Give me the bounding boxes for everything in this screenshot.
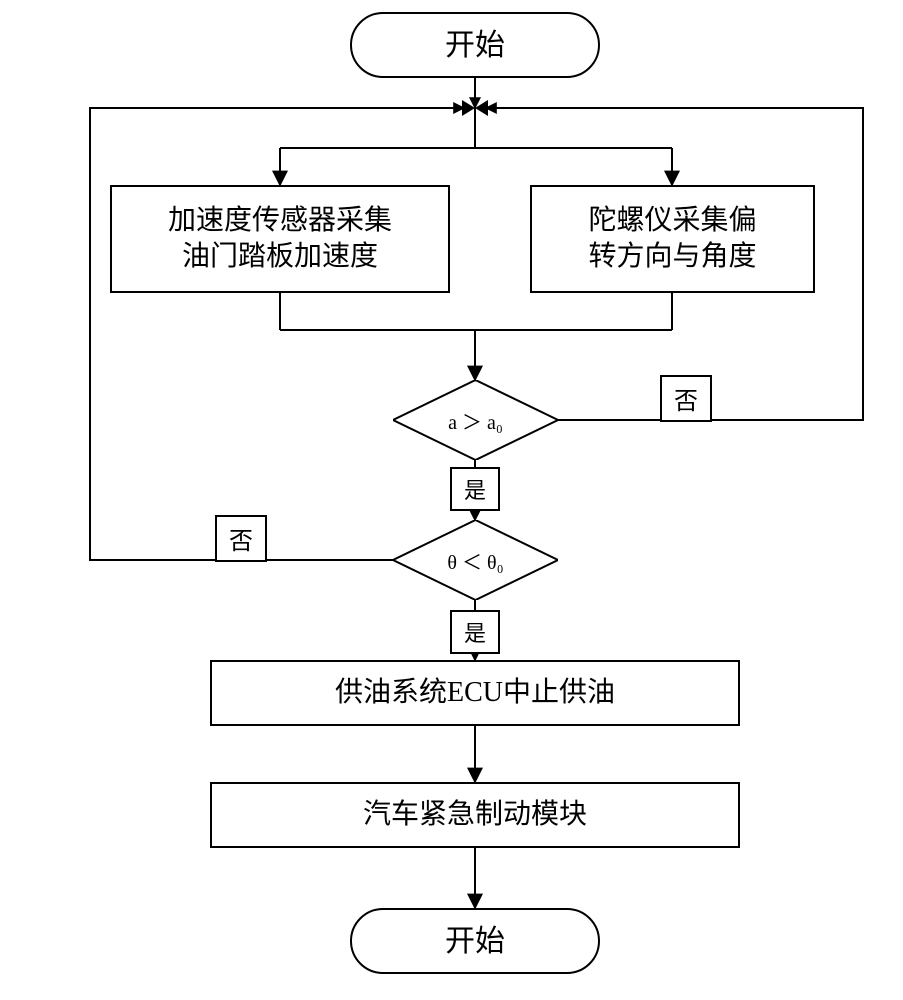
label-theta-no-text: 否	[229, 521, 253, 556]
flowchart-canvas: 开始 加速度传感器采集 油门踏板加速度 陀螺仪采集偏 转方向与角度 a ＞ a₀…	[0, 0, 903, 1000]
decision-theta-label: θ ＜ θ₀	[447, 546, 503, 575]
gyro-sensor-label: 陀螺仪采集偏 转方向与角度	[588, 203, 756, 276]
start-label: 开始	[445, 26, 505, 65]
label-a-yes-text: 是	[464, 473, 486, 505]
end-node: 开始	[350, 908, 600, 974]
label-theta-no: 否	[215, 515, 267, 562]
start-node: 开始	[350, 12, 600, 78]
accel-sensor-label: 加速度传感器采集 油门踏板加速度	[168, 203, 392, 276]
ecu-stop-label: 供油系统ECU中止供油	[335, 675, 615, 711]
label-a-no-text: 否	[674, 381, 698, 416]
decision-a-node: a ＞ a₀	[393, 380, 558, 460]
gyro-sensor-node: 陀螺仪采集偏 转方向与角度	[530, 185, 815, 293]
end-label: 开始	[445, 922, 505, 961]
decision-theta-node: θ ＜ θ₀	[393, 520, 558, 600]
accel-sensor-node: 加速度传感器采集 油门踏板加速度	[110, 185, 450, 293]
label-theta-yes-text: 是	[464, 616, 486, 648]
label-theta-yes: 是	[450, 610, 500, 654]
label-a-no: 否	[660, 375, 712, 422]
ecu-stop-node: 供油系统ECU中止供油	[210, 660, 740, 726]
brake-module-node: 汽车紧急制动模块	[210, 782, 740, 848]
label-a-yes: 是	[450, 467, 500, 511]
decision-a-label: a ＞ a₀	[448, 406, 503, 435]
brake-module-label: 汽车紧急制动模块	[363, 797, 587, 833]
